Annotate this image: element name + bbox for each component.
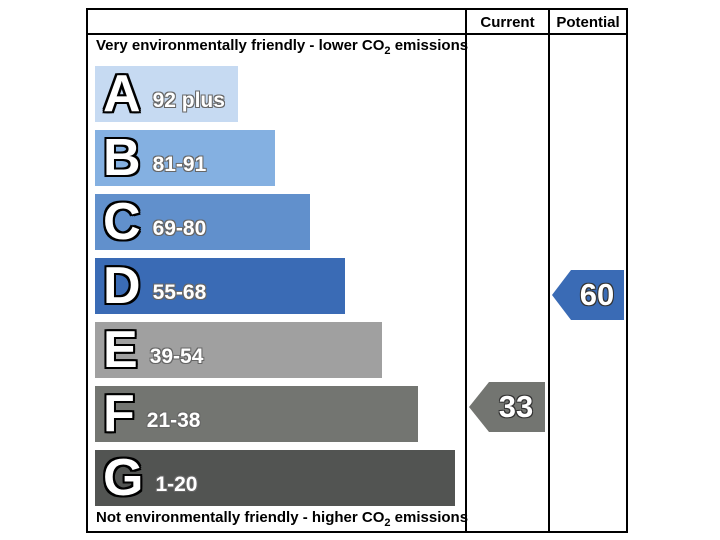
band-a: A 92 plus: [95, 66, 238, 122]
top-note-subscript: 2: [384, 45, 391, 57]
band-c-range: 69-80: [152, 217, 207, 240]
left-arrow-icon: [469, 382, 545, 432]
band-d-range: 55-68: [152, 281, 207, 304]
band-g-letter: G: [103, 449, 144, 507]
rating-table: Current Potential Very environmentally f…: [86, 8, 628, 533]
header-divider-line: [88, 33, 626, 35]
bottom-note-suffix: emissions: [390, 509, 469, 526]
potential-column-header: Potential: [556, 14, 620, 31]
current-rating-value: 33: [498, 389, 534, 424]
band-e: E 39-54: [95, 322, 382, 378]
left-arrow-icon: [552, 270, 624, 320]
band-g: G 1-20: [95, 450, 455, 506]
band-f-letter: F: [103, 385, 135, 443]
band-b-range: 81-91: [152, 153, 207, 176]
band-c: C 69-80: [95, 194, 310, 250]
potential-rating-arrow: 60: [552, 270, 624, 320]
band-c-letter: C: [103, 193, 141, 251]
band-f: F 21-38: [95, 386, 418, 442]
current-rating-arrow: 33: [469, 382, 545, 432]
band-d: D 55-68: [95, 258, 345, 314]
band-e-range: 39-54: [149, 345, 204, 368]
band-a-letter: A: [103, 65, 141, 123]
band-e-letter: E: [103, 321, 138, 379]
bottom-note: Not environmentally friendly - higher CO…: [96, 509, 468, 529]
bottom-note-text: Not environmentally friendly - higher CO: [96, 509, 385, 526]
current-column-divider: [465, 10, 467, 531]
potential-rating-value: 60: [579, 277, 615, 312]
band-g-range: 1-20: [155, 473, 198, 496]
band-d-letter: D: [103, 257, 141, 315]
top-note-text: Very environmentally friendly - lower CO: [96, 37, 385, 54]
band-b: B 81-91: [95, 130, 275, 186]
current-column-header: Current: [480, 14, 535, 31]
band-b-letter: B: [103, 129, 141, 187]
potential-column-divider: [548, 10, 550, 531]
top-note: Very environmentally friendly - lower CO…: [96, 37, 468, 57]
band-a-range: 92 plus: [152, 89, 225, 112]
bottom-note-subscript: 2: [384, 517, 391, 529]
band-f-range: 21-38: [146, 409, 201, 432]
top-note-suffix: emissions: [390, 37, 469, 54]
